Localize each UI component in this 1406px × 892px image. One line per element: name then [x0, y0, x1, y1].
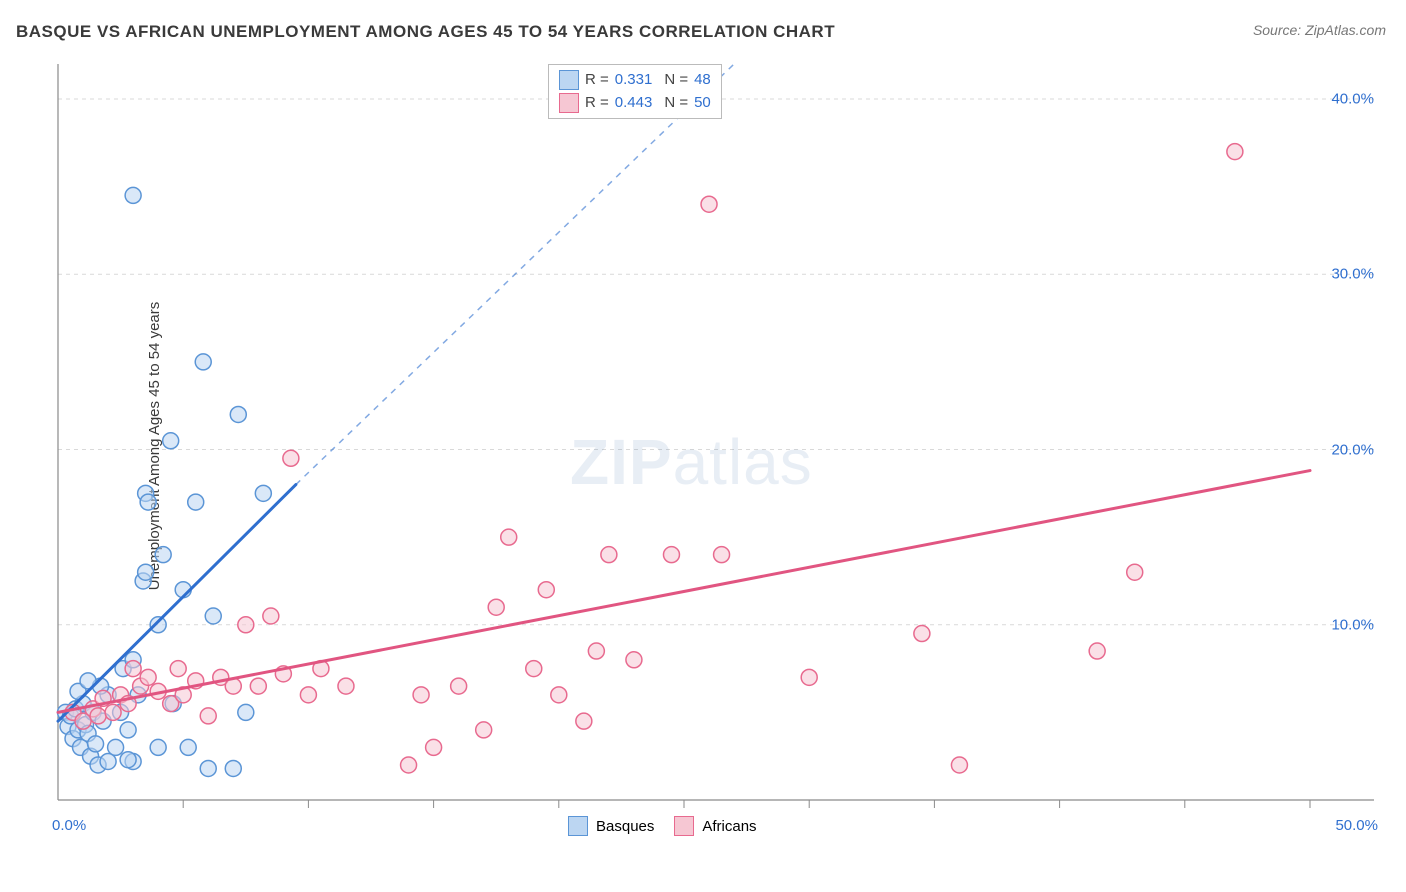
- legend-swatch: [674, 816, 694, 836]
- n-label: N =: [664, 69, 688, 92]
- y-tick-label: 20.0%: [1331, 441, 1374, 458]
- r-label: R =: [585, 92, 609, 115]
- scatter-chart-svg: [50, 60, 1380, 840]
- y-tick-label: 30.0%: [1331, 266, 1374, 283]
- legend-swatch: [559, 93, 579, 113]
- source-label: Source: ZipAtlas.com: [1253, 22, 1386, 38]
- y-tick-label: 40.0%: [1331, 91, 1374, 108]
- series-legend-label: Africans: [702, 818, 756, 835]
- plot-area: ZIPatlas 10.0%20.0%30.0%40.0% 0.0% 50.0%…: [50, 60, 1380, 840]
- x-origin-label: 0.0%: [52, 817, 86, 834]
- r-value: 0.443: [615, 92, 653, 115]
- n-value: 50: [694, 92, 711, 115]
- chart-title: BASQUE VS AFRICAN UNEMPLOYMENT AMONG AGE…: [16, 22, 835, 42]
- chart-container: BASQUE VS AFRICAN UNEMPLOYMENT AMONG AGE…: [0, 0, 1406, 892]
- series-legend-item: Africans: [674, 816, 756, 836]
- legend-swatch: [559, 70, 579, 90]
- series-legend-label: Basques: [596, 818, 654, 835]
- legend-swatch: [568, 816, 588, 836]
- correlation-legend-row: R = 0.443 N = 50: [559, 92, 711, 115]
- correlation-legend-row: R = 0.331 N = 48: [559, 69, 711, 92]
- y-tick-label: 10.0%: [1331, 616, 1374, 633]
- n-value: 48: [694, 69, 711, 92]
- x-end-label: 50.0%: [1335, 817, 1378, 834]
- r-value: 0.331: [615, 69, 653, 92]
- series-legend-item: Basques: [568, 816, 654, 836]
- correlation-legend: R = 0.331 N = 48 R = 0.443 N = 50: [548, 64, 722, 119]
- series-legend: Basques Africans: [568, 816, 757, 836]
- r-label: R =: [585, 69, 609, 92]
- n-label: N =: [664, 92, 688, 115]
